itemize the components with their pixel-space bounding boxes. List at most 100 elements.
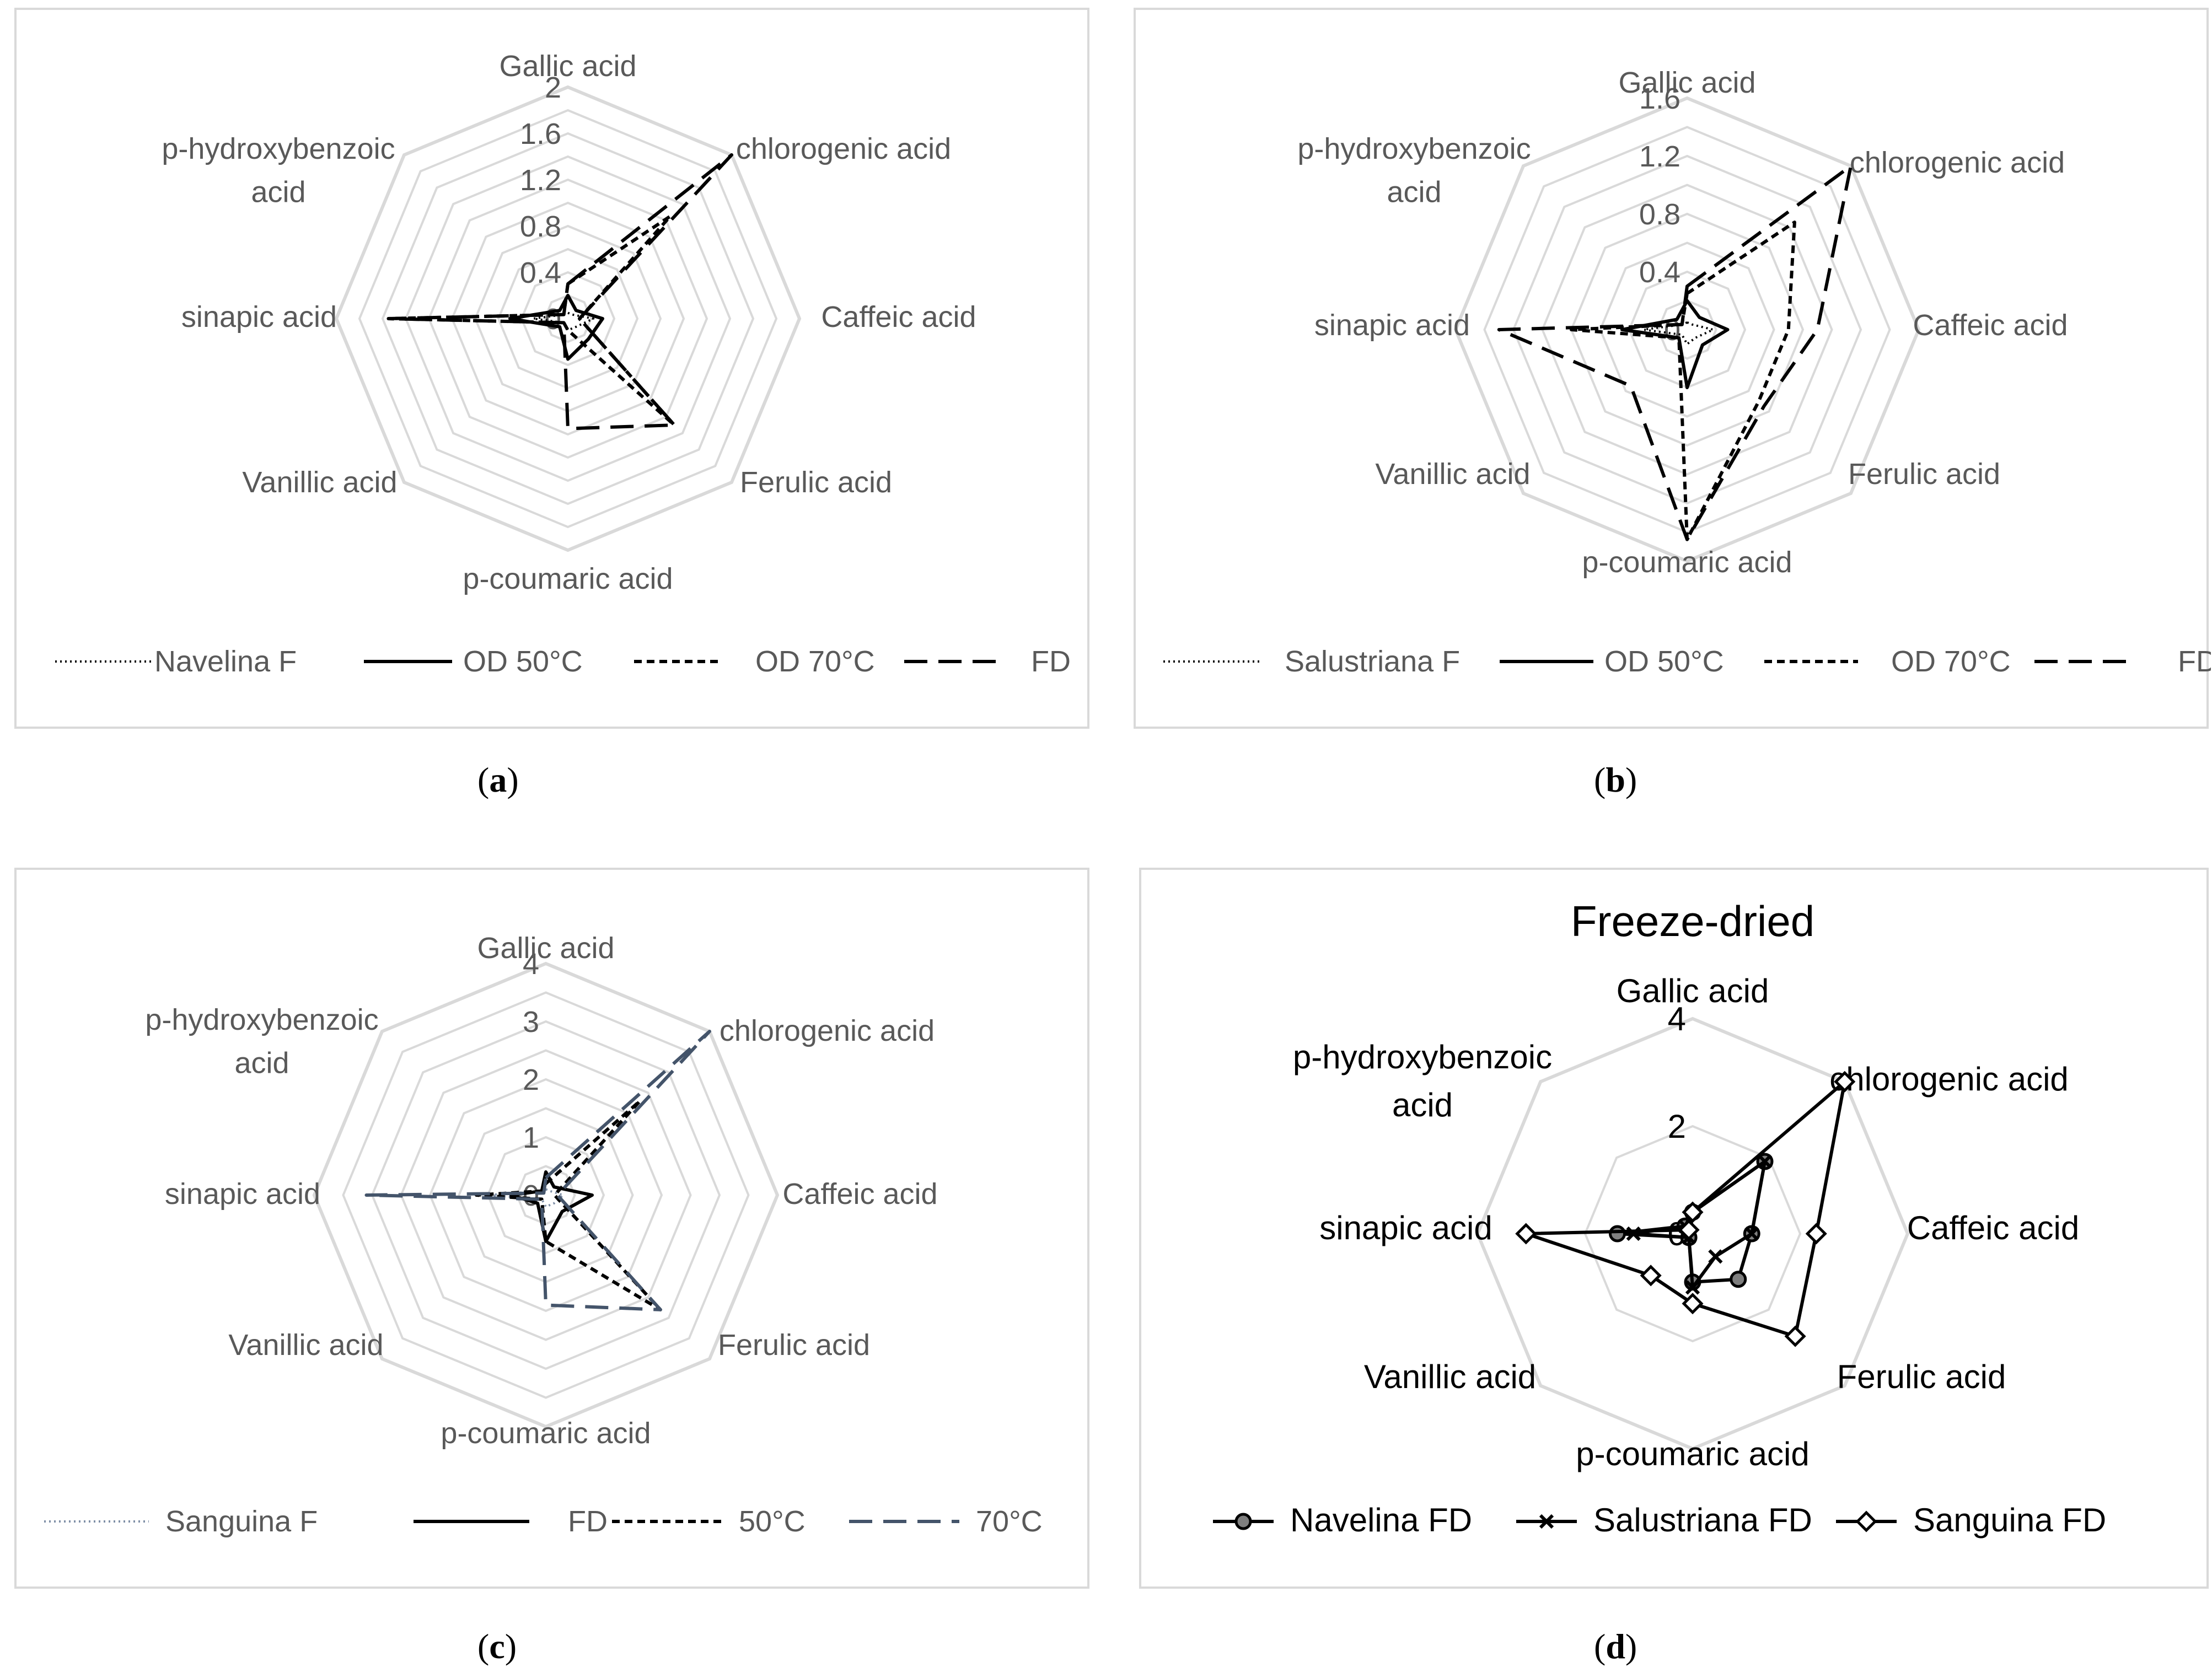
data-point	[1678, 1219, 1700, 1241]
axis-label: Gallic acid	[1617, 972, 1769, 1009]
axis-label: sinapic acid	[1319, 1209, 1492, 1246]
grid-ring	[400, 1049, 692, 1341]
series-line	[364, 1030, 711, 1311]
legend-label: OD 70°C	[1891, 645, 2011, 678]
legend-item: OD 70°C	[1764, 645, 2011, 678]
grid-ring	[1453, 96, 1921, 563]
grid-ring	[312, 961, 780, 1429]
tick-label: 1.2	[520, 164, 561, 197]
data-point	[1730, 1271, 1747, 1288]
axis-label: p-hydroxybenzoic acid	[1297, 132, 1531, 208]
axis-label: Caffeic acid	[782, 1177, 937, 1211]
series-fd	[386, 153, 733, 431]
legend-label: OD 70°C	[755, 645, 875, 678]
legend-marker	[1539, 1514, 1554, 1529]
grid-ring	[428, 1078, 663, 1313]
series-fd	[1497, 164, 1853, 541]
grid-ring	[427, 178, 708, 459]
tick-label: 0	[523, 1179, 539, 1212]
legend-label: OD 50°C	[463, 645, 583, 678]
data-point	[1685, 1280, 1700, 1295]
data-point	[1805, 1223, 1827, 1245]
legend-item: Navelina FD	[1213, 1502, 1472, 1539]
axis-label: sinapic acid	[165, 1177, 320, 1211]
series-line	[1620, 299, 1730, 389]
series-od-50-c	[1620, 299, 1730, 389]
series-line	[1497, 164, 1853, 541]
legend: Sanguina F FD 50°C 70°C	[44, 1505, 1043, 1538]
data-point	[1682, 1293, 1704, 1315]
axis-label: chlorogenic acid	[1829, 1061, 2069, 1098]
grid-ring	[1475, 1017, 1910, 1451]
series-50-c	[475, 1099, 662, 1311]
panel-a: 0 0.4 0.8 1.2 1.6 2 Gallic acid chlorogenic aci…	[14, 8, 1089, 729]
tick-label: 1.2	[1639, 140, 1681, 173]
grid-ring	[334, 85, 802, 552]
tick-label: 0	[545, 303, 561, 336]
grid-ring	[1541, 184, 1833, 476]
legend-item: Navelina F	[55, 645, 297, 678]
legend-label: Salustriana F	[1285, 645, 1460, 678]
axis-label: Gallic acid	[499, 50, 636, 83]
caption-a: (a)	[477, 760, 519, 799]
data-point	[1757, 1154, 1773, 1169]
grid-ring	[1657, 299, 1717, 360]
legend-label: Navelina F	[154, 645, 297, 678]
axis-label: sinapic acid	[181, 300, 337, 334]
grid-ring	[1583, 1125, 1802, 1343]
axis-label: Caffeic acid	[1913, 309, 2068, 342]
legend-item: Sanguina F	[44, 1505, 318, 1538]
axis-label: Ferulic acid	[740, 466, 892, 499]
tick-label: 0.8	[1639, 198, 1681, 231]
axis-label: Ferulic acid	[1848, 458, 2000, 491]
axis-label: Vanillic acid	[242, 466, 397, 499]
legend: Navelina F OD 50°C OD 70°C FD	[55, 645, 1071, 678]
tick-label: 2	[523, 1063, 539, 1096]
legend-item: FD	[2034, 645, 2211, 678]
legend-label: FD	[2178, 645, 2211, 678]
axis-label: p-coumaric acid	[441, 1417, 651, 1450]
series-od-70-c	[1570, 220, 1796, 541]
panel-b: 0 0.4 0.8 1.2 1.6 Gallic acid chlorogenic acid…	[1134, 8, 2211, 729]
axis-label: Gallic acid	[1618, 66, 1755, 99]
caption-c: (c)	[477, 1627, 517, 1666]
axis-label: chlorogenic acid	[1850, 146, 2065, 179]
data-point	[1682, 1201, 1704, 1223]
legend-item: 70°C	[849, 1505, 1043, 1538]
grid-ring	[486, 1136, 605, 1255]
caption-b: (b)	[1594, 760, 1637, 799]
legend-marker	[1234, 1513, 1252, 1530]
axis-label: p-hydroxybenzoic acid	[1293, 1039, 1552, 1123]
legend-item: 50°C	[612, 1505, 806, 1538]
axis-label: Vanillic acid	[1364, 1358, 1536, 1395]
legend-label: FD	[568, 1505, 608, 1538]
axis-label: Caffeic acid	[821, 300, 976, 334]
data-point	[1784, 1325, 1806, 1347]
legend-label: 70°C	[976, 1505, 1043, 1538]
grid-ring	[404, 155, 732, 482]
legend-label: 50°C	[739, 1505, 806, 1538]
data-point	[1708, 1249, 1723, 1264]
grid-ring	[1599, 241, 1775, 418]
axis-label: p-hydroxybenzoic acid	[162, 132, 395, 208]
tick-label: 1.6	[1639, 82, 1681, 115]
grid-ring	[543, 294, 593, 343]
panel-c: 0 1 2 3 4 Gallic acid chlorogenic acid Caffeic …	[14, 868, 1089, 1589]
axis-label: Caffeic acid	[1907, 1209, 2079, 1246]
grid-ring	[381, 132, 755, 505]
tick-label: 1.6	[520, 117, 561, 150]
radar-grid	[334, 85, 802, 552]
axis-label: Vanillic acid	[228, 1329, 383, 1362]
axis-label: Ferulic acid	[718, 1329, 870, 1362]
radar-grid	[1475, 1017, 1910, 1451]
grid-ring	[474, 224, 662, 413]
legend-item: OD 50°C	[364, 645, 583, 678]
tick-label: 2	[1668, 1108, 1686, 1145]
axis-label: p-coumaric acid	[1582, 546, 1792, 579]
axis-label: chlorogenic acid	[736, 132, 951, 165]
tick-label: 0.8	[520, 210, 561, 243]
tick-label: 4	[1668, 1001, 1686, 1037]
grid-ring	[358, 109, 778, 529]
